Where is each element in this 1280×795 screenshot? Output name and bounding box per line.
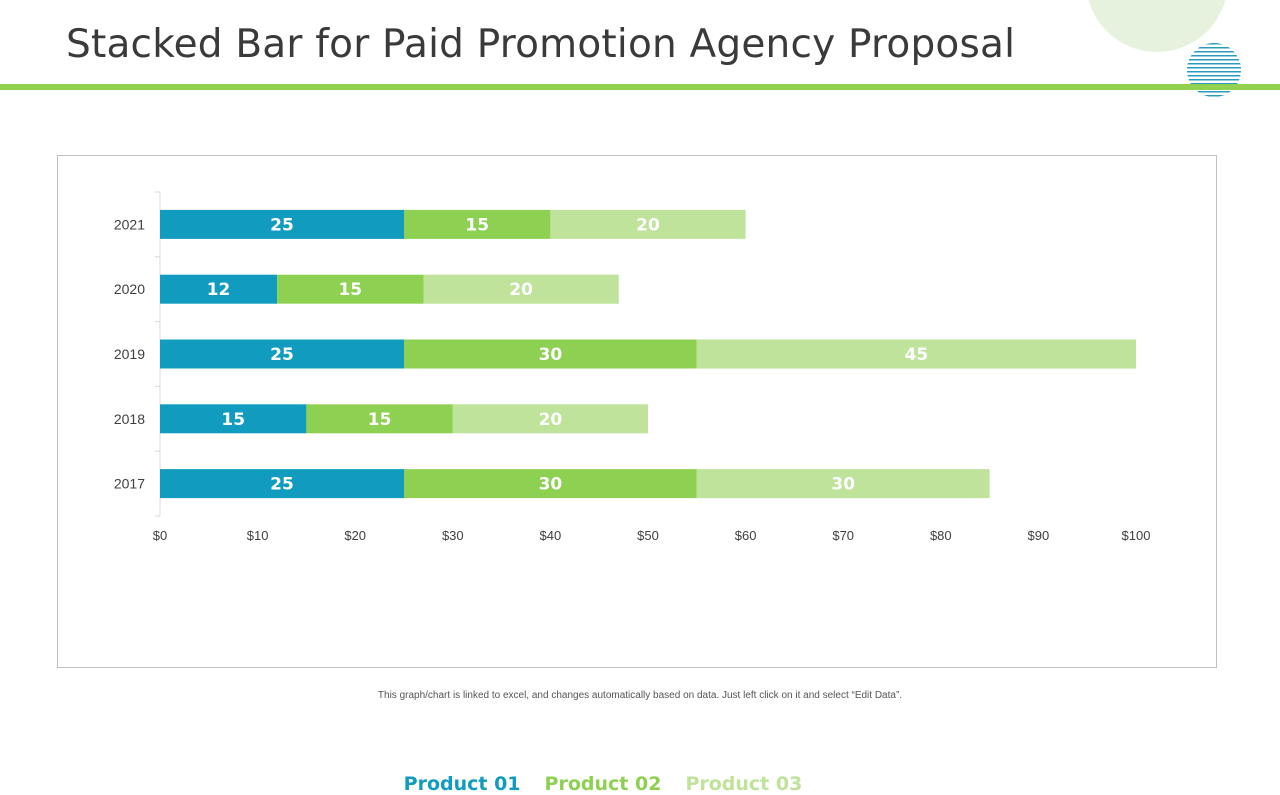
chart-legend: Product 01 Product 02 Product 03	[58, 773, 1148, 795]
bar-2021-product-02	[404, 209, 551, 239]
x-tick-label: $20	[344, 528, 366, 543]
data-label-2021-product-02: 15	[465, 215, 489, 235]
legend-entry-product-03: Product 03	[685, 773, 803, 795]
data-label-2020-product-03: 20	[509, 280, 533, 300]
bar-2019-product-02	[404, 339, 697, 369]
data-label-2021-product-01: 25	[270, 215, 294, 235]
data-label-2017-product-01: 25	[270, 475, 294, 495]
slide-title: Stacked Bar for Paid Promotion Agency Pr…	[66, 22, 1016, 67]
bar-2018-product-02	[306, 404, 453, 434]
data-label-2018-product-02: 15	[368, 410, 392, 430]
data-label-2018-product-03: 20	[539, 410, 563, 430]
category-label-2021: 2021	[114, 216, 145, 232]
x-tick-label: $70	[832, 528, 854, 543]
bar-2019-product-01	[160, 339, 404, 369]
chart-frame[interactable]: 2017 25 30 30 2018 15 15 20 2019 25 30 45 2020 12 15 20…	[57, 155, 1217, 795]
x-tick-label: $0	[153, 528, 167, 543]
data-label-2017-product-03: 30	[831, 475, 855, 495]
bar-2019-product-03	[696, 339, 1136, 369]
x-tick-label: $40	[540, 528, 562, 543]
category-label-2019: 2019	[114, 346, 145, 362]
data-label-2021-product-03: 20	[636, 215, 660, 235]
bar-2017-product-03	[696, 469, 990, 499]
bar-2018-product-01	[160, 404, 307, 434]
x-tick-label: $30	[442, 528, 464, 543]
category-label-2020: 2020	[114, 281, 145, 297]
title-underline	[0, 84, 1280, 90]
data-label-2019-product-01: 25	[270, 345, 294, 365]
data-label-2020-product-01: 12	[207, 280, 231, 300]
bar-2020-product-03	[423, 274, 619, 304]
x-tick-label: $10	[247, 528, 269, 543]
bar-2017-product-01	[160, 469, 404, 499]
x-tick-label: $60	[735, 528, 757, 543]
data-label-2019-product-03: 45	[905, 345, 929, 365]
bar-2018-product-03	[452, 404, 648, 434]
footnote: This graph/chart is linked to excel, and…	[377, 690, 903, 701]
category-label-2017: 2017	[114, 476, 145, 492]
legend-entry-product-02: Product 02	[544, 773, 662, 795]
bar-2017-product-02	[404, 469, 697, 499]
data-label-2020-product-02: 15	[338, 280, 362, 300]
category-label-2018: 2018	[114, 411, 145, 427]
legend-entry-product-01: Product 01	[403, 773, 521, 795]
data-label-2019-product-02: 30	[539, 345, 563, 365]
bar-2021-product-01	[160, 209, 404, 239]
x-tick-label: $50	[637, 528, 659, 543]
x-tick-label: $100	[1122, 528, 1151, 543]
data-label-2018-product-01: 15	[221, 410, 245, 430]
bar-2020-product-01	[160, 274, 278, 304]
bar-2020-product-02	[277, 274, 424, 304]
bar-2021-product-03	[550, 209, 746, 239]
data-label-2017-product-02: 30	[539, 475, 563, 495]
x-tick-label: $80	[930, 528, 952, 543]
x-tick-label: $90	[1028, 528, 1050, 543]
